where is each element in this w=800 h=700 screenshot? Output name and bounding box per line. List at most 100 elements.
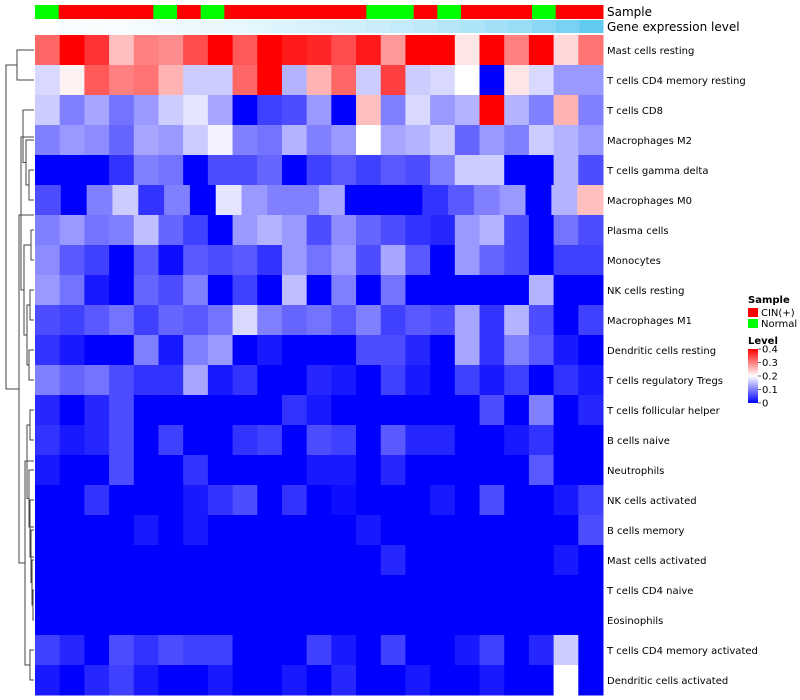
heatmap-cell [109, 245, 135, 276]
heatmap-cell [479, 215, 505, 246]
heatmap-cell [207, 335, 234, 366]
heatmap-cell [380, 395, 406, 426]
heatmap-cell [356, 635, 382, 666]
heatmap-cell [232, 275, 258, 306]
heatmap-cell [528, 665, 555, 696]
heatmap-cell [504, 95, 530, 126]
sample-annotation-cell [177, 5, 202, 19]
heatmap-cell [380, 575, 406, 606]
heatmap-cell [454, 605, 481, 636]
heatmap-cell [183, 125, 209, 156]
dendrogram-branch [25, 139, 34, 186]
heatmap-cell [405, 155, 431, 186]
heatmap-cell [551, 185, 578, 216]
heatmap-cell [109, 65, 135, 96]
heatmap-cell [479, 365, 505, 396]
heatmap-cell [158, 245, 184, 276]
heatmap-cell [430, 335, 456, 366]
heatmap-cell [84, 605, 110, 636]
heatmap-cell [479, 395, 505, 426]
heatmap-cell [479, 545, 505, 576]
heatmap-cell [158, 635, 184, 666]
heatmap-cell [84, 575, 110, 606]
heatmap-cell [356, 305, 382, 336]
gene-expression-cell [508, 20, 533, 33]
heatmap-cell [84, 455, 110, 486]
heatmap-cell [133, 155, 159, 186]
heatmap-cell [479, 635, 505, 666]
level-colorbar [748, 349, 758, 403]
heatmap-cell [356, 665, 382, 696]
gene-expression-cell [342, 20, 367, 33]
heatmap-cell [380, 65, 406, 96]
heatmap-cell [430, 215, 456, 246]
heatmap-cell [59, 515, 85, 546]
heatmap-cell [405, 275, 431, 306]
heatmap-cell [35, 275, 61, 306]
heatmap-cell [306, 275, 332, 306]
heatmap-cell [232, 605, 258, 636]
heatmap-cell [356, 245, 382, 276]
heatmap-cell [35, 425, 61, 456]
heatmap-cell [479, 35, 505, 66]
heatmap-cell [158, 65, 184, 96]
heatmap-cell [578, 275, 604, 306]
heatmap-cell [281, 95, 308, 126]
heatmap-cell [59, 95, 85, 126]
heatmap-cell [356, 455, 382, 486]
heatmap-cell [293, 185, 320, 216]
heatmap-cell [528, 35, 555, 66]
gene-expression-cell [555, 20, 580, 33]
heatmap-cell [454, 485, 481, 516]
heatmap-cell [356, 365, 382, 396]
heatmap-cell [528, 155, 555, 186]
heatmap-cell [183, 665, 209, 696]
heatmap-cell [281, 275, 308, 306]
heatmap-cell [430, 575, 456, 606]
gene-expression-cell [532, 20, 557, 33]
heatmap-cell [553, 335, 579, 366]
heatmap-cell [504, 125, 530, 156]
heatmap-cell [422, 185, 449, 216]
heatmap-cell [84, 335, 110, 366]
heatmap-cell [59, 125, 85, 156]
heatmap-cell [479, 65, 505, 96]
sample-annotation-cell [319, 5, 344, 19]
heatmap-cell [553, 65, 579, 96]
heatmap-cell [232, 455, 258, 486]
heatmap-cell [430, 665, 456, 696]
heatmap-cell [454, 395, 481, 426]
heatmap-cell [35, 95, 61, 126]
heatmap-cell [257, 425, 283, 456]
row-label: T cells CD4 memory activated [606, 646, 758, 657]
heatmap-cell [281, 605, 308, 636]
heatmap-cell [528, 575, 555, 606]
heatmap-cell [528, 605, 555, 636]
heatmap-cell [380, 125, 406, 156]
heatmap-cell [84, 95, 110, 126]
heatmap-cell [504, 305, 530, 336]
heatmap-cell [109, 665, 135, 696]
legend-swatch-cin [748, 308, 758, 317]
heatmap-cell [306, 455, 332, 486]
heatmap-cell [454, 545, 481, 576]
heatmap-cell [35, 245, 61, 276]
heatmap-cell [405, 605, 431, 636]
heatmap-cell [405, 395, 431, 426]
heatmap-cell [109, 485, 135, 516]
sample-annotation-cell [437, 5, 462, 19]
heatmap-cell [59, 215, 85, 246]
gene-expression-cell [153, 20, 178, 33]
heatmap-cell [84, 515, 110, 546]
heatmap-cell [232, 395, 258, 426]
heatmap-cell [158, 35, 184, 66]
heatmap-cell [479, 665, 505, 696]
heatmap-cell [504, 635, 530, 666]
heatmap-cell [59, 305, 85, 336]
heatmap-cell [578, 485, 604, 516]
heatmap-cell [183, 155, 209, 186]
dendrogram-branch [30, 529, 34, 583]
heatmap-cell [356, 485, 382, 516]
heatmap-cell [281, 545, 308, 576]
heatmap-cell [112, 185, 139, 216]
